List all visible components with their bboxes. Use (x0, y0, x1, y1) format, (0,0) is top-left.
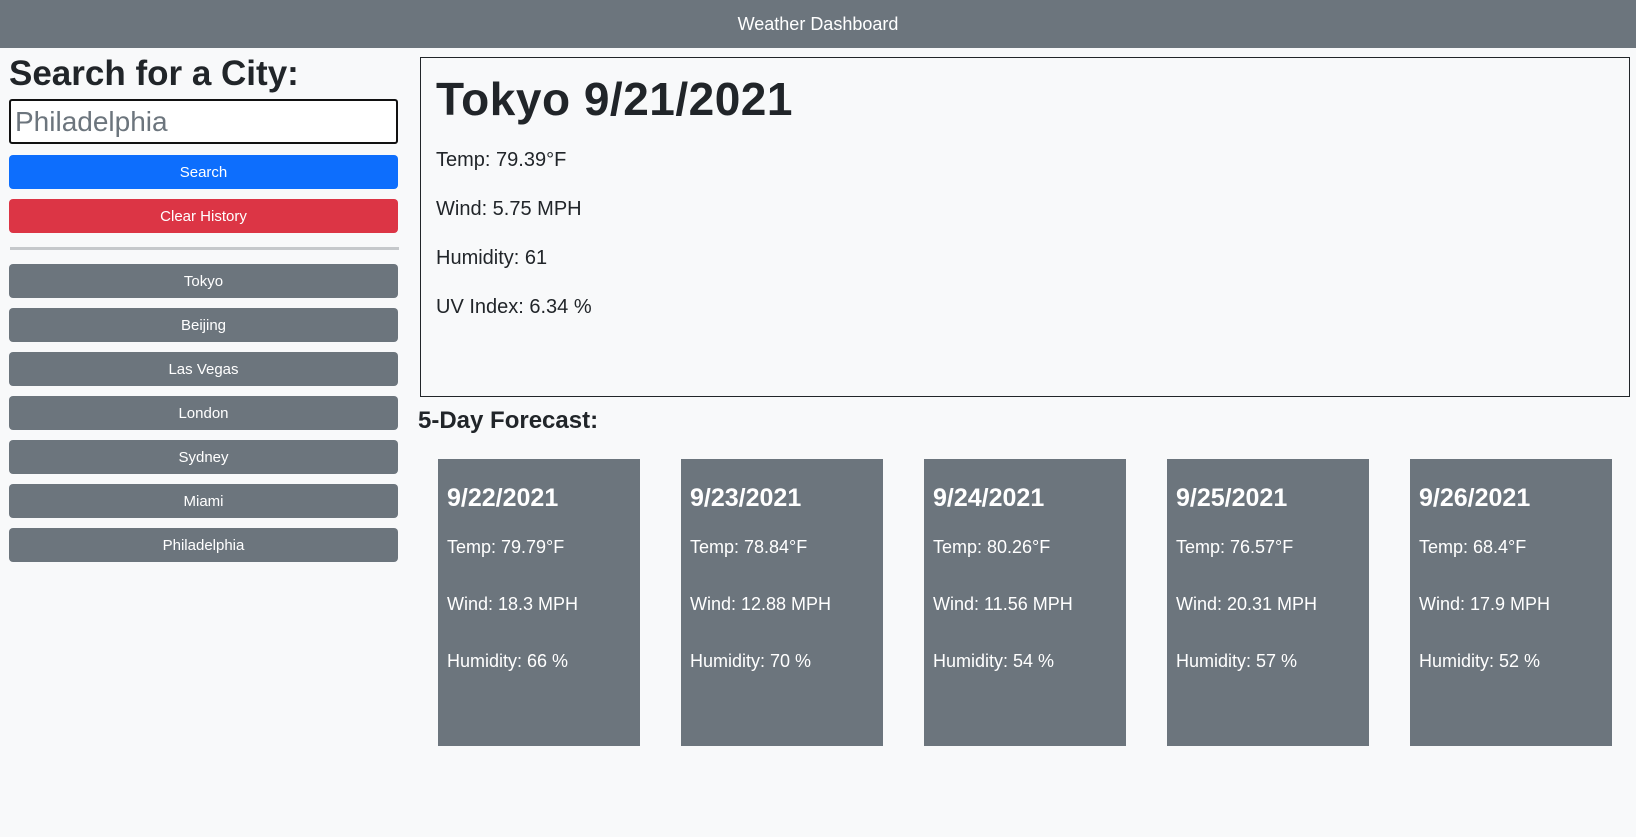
forecast-temp: Temp: 80.26°F (933, 537, 1051, 557)
forecast-card: 9/22/2021 Temp: 79.79°F Wind: 18.3 MPH H… (438, 459, 640, 746)
forecast-date: 9/23/2021 (690, 484, 802, 512)
forecast-card: 9/23/2021 Temp: 78.84°F Wind: 12.88 MPH … (681, 459, 883, 746)
forecast-date: 9/26/2021 (1419, 484, 1531, 512)
forecast-card: 9/24/2021 Temp: 80.26°F Wind: 11.56 MPH … (924, 459, 1126, 746)
forecast-heading: 5-Day Forecast: (418, 407, 599, 434)
forecast-temp: Temp: 78.84°F (690, 537, 808, 557)
forecast-wind: Wind: 20.31 MPH (1176, 594, 1318, 614)
search-heading: Search for a City: (9, 54, 299, 93)
forecast-date: 9/25/2021 (1176, 484, 1288, 512)
sidebar-divider (9, 247, 399, 250)
history-item-sydney[interactable]: Sydney (9, 440, 398, 474)
forecast-humidity: Humidity: 57 % (1176, 651, 1298, 671)
forecast-wind: Wind: 18.3 MPH (447, 594, 579, 614)
app-header: Weather Dashboard (0, 0, 1636, 48)
forecast-cards: 9/22/2021 Temp: 79.79°F Wind: 18.3 MPH H… (438, 459, 1613, 746)
current-wind: Wind: 5.75 MPH (436, 198, 582, 220)
current-uv-index: UV Index: 6.34 % (436, 296, 592, 318)
forecast-date: 9/24/2021 (933, 484, 1045, 512)
forecast-wind: Wind: 17.9 MPH (1419, 594, 1551, 614)
app-title: Weather Dashboard (737, 13, 899, 34)
search-button[interactable]: Search (9, 155, 398, 189)
forecast-date: 9/22/2021 (447, 484, 559, 512)
history-item-las-vegas[interactable]: Las Vegas (9, 352, 398, 386)
current-humidity: Humidity: 61 (436, 247, 548, 269)
current-temp: Temp: 79.39°F (436, 149, 567, 171)
forecast-wind: Wind: 11.56 MPH (933, 594, 1073, 614)
current-city-date: Tokyo 9/21/2021 (436, 73, 793, 125)
forecast-card: 9/26/2021 Temp: 68.4°F Wind: 17.9 MPH Hu… (1410, 459, 1612, 746)
history-item-miami[interactable]: Miami (9, 484, 398, 518)
city-search-input[interactable] (9, 99, 398, 144)
forecast-card: 9/25/2021 Temp: 76.57°F Wind: 20.31 MPH … (1167, 459, 1369, 746)
history-item-tokyo[interactable]: Tokyo (9, 264, 398, 298)
forecast-humidity: Humidity: 66 % (447, 651, 569, 671)
current-weather-panel: Tokyo 9/21/2021 Temp: 79.39°F Wind: 5.75… (420, 57, 1630, 397)
forecast-humidity: Humidity: 52 % (1419, 651, 1541, 671)
history-item-london[interactable]: London (9, 396, 398, 430)
forecast-humidity: Humidity: 54 % (933, 651, 1055, 671)
clear-history-button[interactable]: Clear History (9, 199, 398, 233)
forecast-wind: Wind: 12.88 MPH (690, 594, 832, 614)
forecast-temp: Temp: 68.4°F (1419, 537, 1527, 557)
search-sidebar: Search for a City: Search Clear History … (9, 52, 399, 572)
forecast-temp: Temp: 76.57°F (1176, 537, 1294, 557)
forecast-temp: Temp: 79.79°F (447, 537, 565, 557)
forecast-humidity: Humidity: 70 % (690, 651, 812, 671)
history-item-philadelphia[interactable]: Philadelphia (9, 528, 398, 562)
search-history-list: Tokyo Beijing Las Vegas London Sydney Mi… (9, 264, 399, 562)
history-item-beijing[interactable]: Beijing (9, 308, 398, 342)
